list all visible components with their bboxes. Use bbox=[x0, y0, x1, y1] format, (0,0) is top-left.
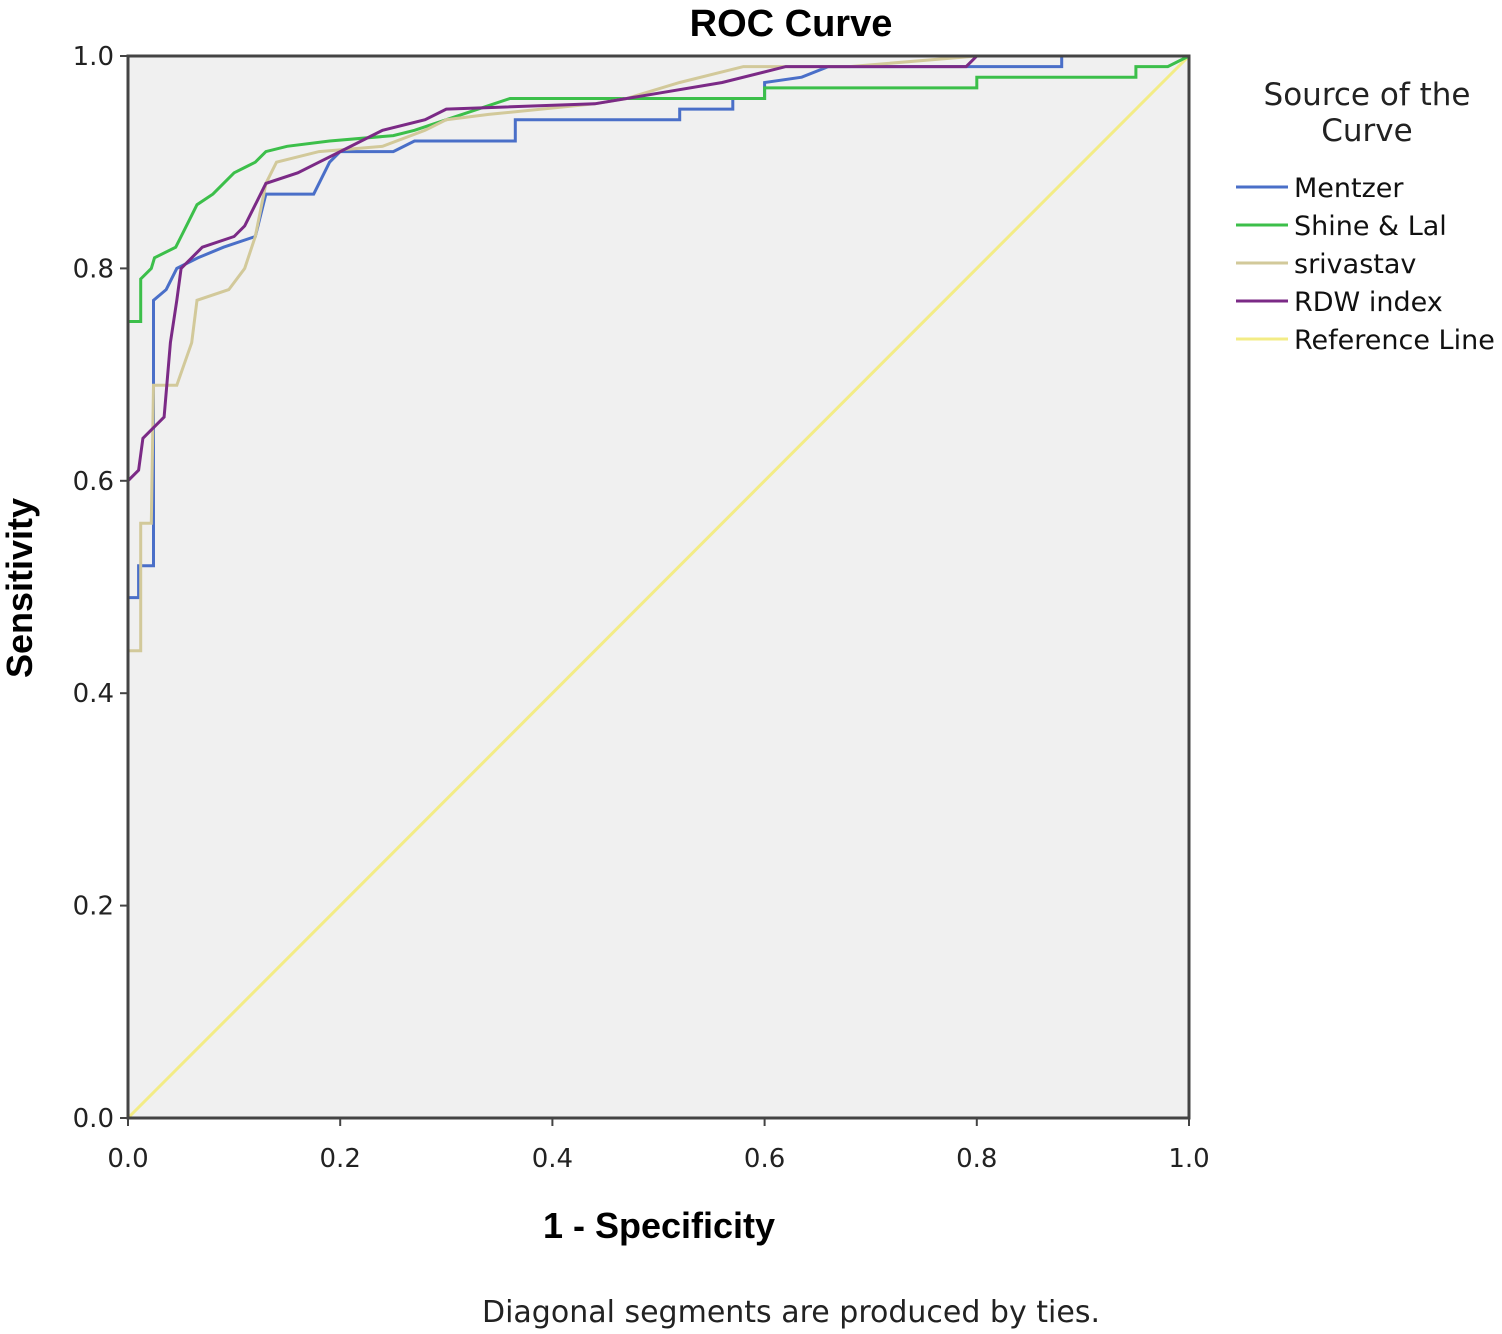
y-axis-ticks: 0.0 0.2 0.4 0.6 0.8 1.0 bbox=[73, 42, 128, 1134]
series-layer bbox=[126, 54, 1191, 1120]
legend-label-reference-line: Reference Line bbox=[1294, 325, 1495, 356]
chart-title: ROC Curve bbox=[690, 3, 893, 45]
legend: Source of the Curve Mentzer Shine & Lal sr… bbox=[1236, 77, 1495, 356]
x-axis-title: 1 - Specificity bbox=[543, 1205, 775, 1246]
legend-label-mentzer: Mentzer bbox=[1294, 173, 1404, 204]
y-tick-label: 0.2 bbox=[73, 892, 114, 922]
footnote: Diagonal segments are produced by ties. bbox=[482, 1295, 1100, 1330]
y-tick-label: 0.6 bbox=[73, 467, 114, 497]
y-tick-label: 0.8 bbox=[73, 254, 114, 284]
x-tick-label: 0.2 bbox=[320, 1144, 361, 1174]
legend-label-srivastav: srivastav bbox=[1294, 249, 1416, 280]
y-tick-label: 0.4 bbox=[73, 679, 114, 709]
legend-title-line-2: Curve bbox=[1321, 113, 1412, 149]
legend-label-rdw-index: RDW index bbox=[1294, 287, 1443, 318]
series-line-srivastav bbox=[126, 54, 1189, 1118]
legend-items: Mentzer Shine & Lal srivastav RDW index Refe… bbox=[1236, 173, 1495, 356]
series-line-shine-lal bbox=[126, 54, 1190, 1118]
y-axis-title: Sensitivity bbox=[0, 498, 40, 678]
x-tick-label: 0.6 bbox=[744, 1144, 785, 1174]
plot-frame bbox=[126, 54, 1191, 1120]
x-tick-label: 0.0 bbox=[107, 1144, 148, 1174]
y-tick-label: 0.0 bbox=[73, 1104, 114, 1134]
x-tick-label: 0.4 bbox=[532, 1144, 573, 1174]
legend-title-line-1: Source of the bbox=[1264, 77, 1471, 113]
x-tick-label: 1.0 bbox=[1168, 1144, 1209, 1174]
y-tick-label: 1.0 bbox=[73, 42, 114, 72]
x-tick-label: 0.8 bbox=[956, 1144, 997, 1174]
legend-label-shine-lal: Shine & Lal bbox=[1294, 211, 1447, 242]
x-axis-ticks: 0.0 0.2 0.4 0.6 0.8 1.0 bbox=[107, 1118, 1210, 1174]
series-line-rdw-index bbox=[126, 54, 1189, 1118]
series-line-reference-line bbox=[126, 54, 1191, 1120]
